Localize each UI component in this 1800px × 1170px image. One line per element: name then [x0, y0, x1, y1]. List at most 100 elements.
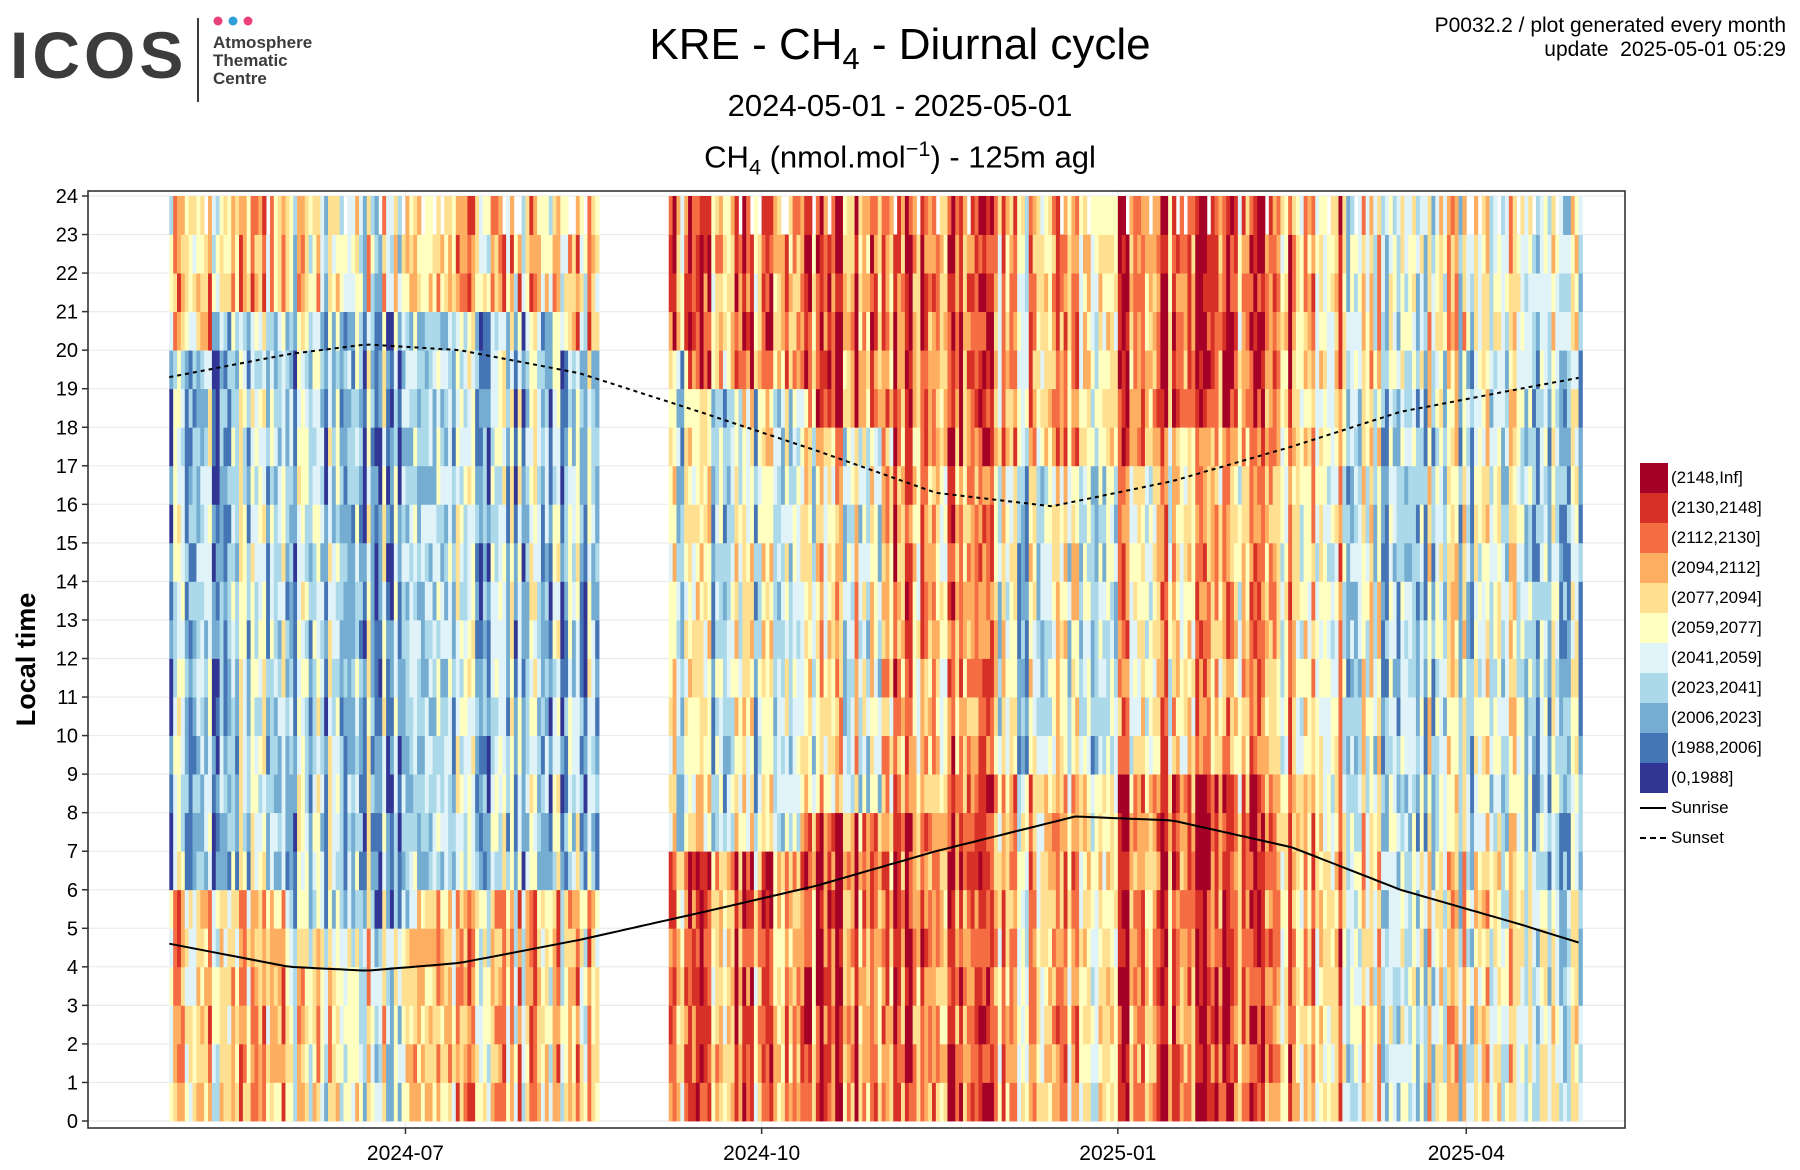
heatmap-cell	[335, 774, 341, 814]
heatmap-cell	[560, 851, 565, 891]
heatmap-cell	[393, 735, 399, 775]
heatmap-cell	[397, 504, 402, 544]
heatmap-cell	[800, 697, 805, 736]
heatmap-cell	[796, 350, 801, 390]
heatmap-cell	[486, 581, 492, 621]
heatmap-cell	[691, 928, 697, 968]
heatmap-cell	[695, 465, 701, 505]
heatmap-cell	[568, 735, 573, 775]
heatmap-cell	[819, 966, 824, 1006]
heatmap-cell	[428, 1043, 433, 1083]
heatmap-cell	[1032, 697, 1037, 736]
heatmap-cell	[908, 697, 914, 736]
heatmap-cell	[397, 388, 402, 428]
heatmap-cell	[471, 234, 476, 274]
heatmap-cell	[579, 273, 584, 313]
heatmap-cell	[893, 619, 898, 659]
heatmap-cell	[722, 388, 728, 428]
heatmap-cell	[811, 1005, 817, 1045]
heatmap-cell	[959, 504, 964, 544]
heatmap-cell	[1024, 465, 1030, 505]
heatmap-cell	[238, 542, 244, 582]
heatmap-cell	[997, 1005, 1003, 1045]
heatmap-cell	[188, 388, 193, 428]
heatmap-cell	[405, 388, 410, 428]
heatmap-cell	[386, 1082, 391, 1122]
heatmap-cell	[862, 812, 867, 852]
heatmap-cell	[440, 350, 445, 390]
heatmap-cell	[966, 966, 972, 1006]
heatmap-cell	[479, 427, 484, 467]
heatmap-cell	[316, 966, 321, 1006]
heatmap-cell	[521, 966, 526, 1006]
heatmap-cell	[308, 966, 313, 1006]
heatmap-cell	[362, 1005, 368, 1045]
heatmap-cell	[889, 1005, 894, 1045]
heatmap-cell	[544, 928, 550, 968]
heatmap-cell	[978, 1043, 983, 1083]
heatmap-cell	[904, 1043, 910, 1083]
heatmap-cell	[897, 311, 902, 351]
heatmap-cell	[269, 196, 275, 235]
heatmap-cell	[959, 273, 964, 313]
heatmap-cell	[939, 1005, 945, 1045]
heatmap-cell	[269, 504, 275, 544]
heatmap-cell	[362, 1043, 368, 1083]
heatmap-cell	[943, 1005, 948, 1045]
heatmap-cell	[324, 542, 329, 582]
heatmap-cell	[420, 311, 426, 351]
heatmap-cell	[401, 311, 406, 351]
heatmap-cell	[908, 581, 914, 621]
heatmap-cell	[227, 697, 232, 736]
heatmap-cell	[873, 581, 879, 621]
heatmap-cell	[490, 273, 495, 313]
heatmap-cell	[955, 697, 960, 736]
heatmap-cell	[746, 1043, 751, 1083]
heatmap-cell	[428, 889, 433, 929]
heatmap-cell	[409, 851, 414, 891]
heatmap-cell	[513, 504, 519, 544]
heatmap-cell	[409, 581, 414, 621]
heatmap-cell	[1009, 234, 1014, 274]
heatmap-cell	[1001, 1043, 1006, 1083]
heatmap-cell	[204, 658, 209, 698]
heatmap-cell	[959, 966, 964, 1006]
heatmap-cell	[277, 465, 282, 505]
heatmap-cell	[893, 966, 898, 1006]
heatmap-cell	[955, 928, 960, 968]
heatmap-cell	[269, 273, 275, 313]
heatmap-cell	[219, 928, 224, 968]
heatmap-cell	[769, 427, 774, 467]
heatmap-cell	[509, 812, 515, 852]
heatmap-cell	[777, 889, 782, 929]
heatmap-cell	[537, 851, 542, 891]
heatmap-cell	[753, 735, 759, 775]
heatmap-cell	[970, 735, 975, 775]
heatmap-cell	[281, 1043, 286, 1083]
heatmap-cell	[997, 966, 1003, 1006]
heatmap-cell	[169, 465, 174, 505]
heatmap-cell	[757, 851, 763, 891]
heatmap-cell	[947, 928, 952, 968]
heatmap-cell	[482, 851, 488, 891]
heatmap-cell	[951, 234, 956, 274]
heatmap-cell	[990, 542, 995, 582]
heatmap-cell	[846, 851, 852, 891]
heatmap-cell	[897, 427, 902, 467]
heatmap-cell	[1036, 234, 1041, 274]
heatmap-cell	[560, 889, 565, 929]
heatmap-cell	[978, 581, 983, 621]
heatmap-cell	[242, 966, 248, 1006]
heatmap-cell	[966, 388, 972, 428]
heatmap-cell	[471, 196, 476, 235]
heatmap-cell	[463, 889, 468, 929]
heatmap-cell	[494, 427, 499, 467]
heatmap-cell	[192, 966, 197, 1006]
heatmap-cell	[695, 504, 701, 544]
heatmap-cell	[993, 388, 999, 428]
heatmap-cell	[347, 1005, 352, 1045]
heatmap-cell	[823, 465, 828, 505]
heatmap-cell	[738, 658, 743, 698]
heatmap-cell	[521, 427, 526, 467]
heatmap-cell	[955, 350, 960, 390]
